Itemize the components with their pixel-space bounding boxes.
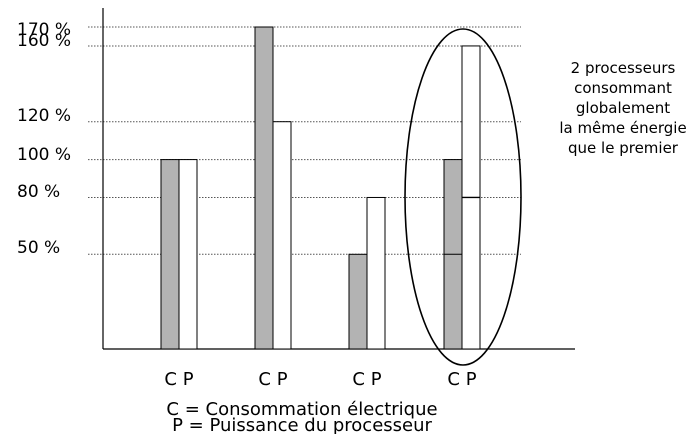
highlight-ellipse xyxy=(404,28,522,366)
bar-p xyxy=(272,121,292,350)
bar-p xyxy=(366,196,386,350)
legend-entry: C = Consommation électrique xyxy=(166,399,437,420)
bar-c xyxy=(348,253,368,350)
y-tick-label: 100 % xyxy=(17,145,71,165)
category-label: C P xyxy=(352,369,381,390)
legend-entry: P = Puissance du processeur xyxy=(172,415,432,434)
annotation-line: la même énergie xyxy=(559,119,686,137)
annotation-line: consommant xyxy=(574,79,672,97)
y-tick-label: 160 % xyxy=(17,31,71,51)
y-tick-label: 80 % xyxy=(17,182,60,202)
y-tick-label: 50 % xyxy=(17,238,60,258)
y-tick-label: 170 % xyxy=(17,20,71,40)
category-label: C P xyxy=(258,369,287,390)
category-label: C P xyxy=(164,369,193,390)
y-tick-label: 120 % xyxy=(17,106,71,126)
bar-c xyxy=(254,26,274,350)
annotation-line: globalement xyxy=(576,99,670,117)
bar-c xyxy=(160,159,180,350)
annotation-line: que le premier xyxy=(568,139,679,157)
bar-p xyxy=(178,159,198,350)
annotation-line: 2 processeurs xyxy=(571,59,676,77)
category-label: C P xyxy=(447,369,476,390)
